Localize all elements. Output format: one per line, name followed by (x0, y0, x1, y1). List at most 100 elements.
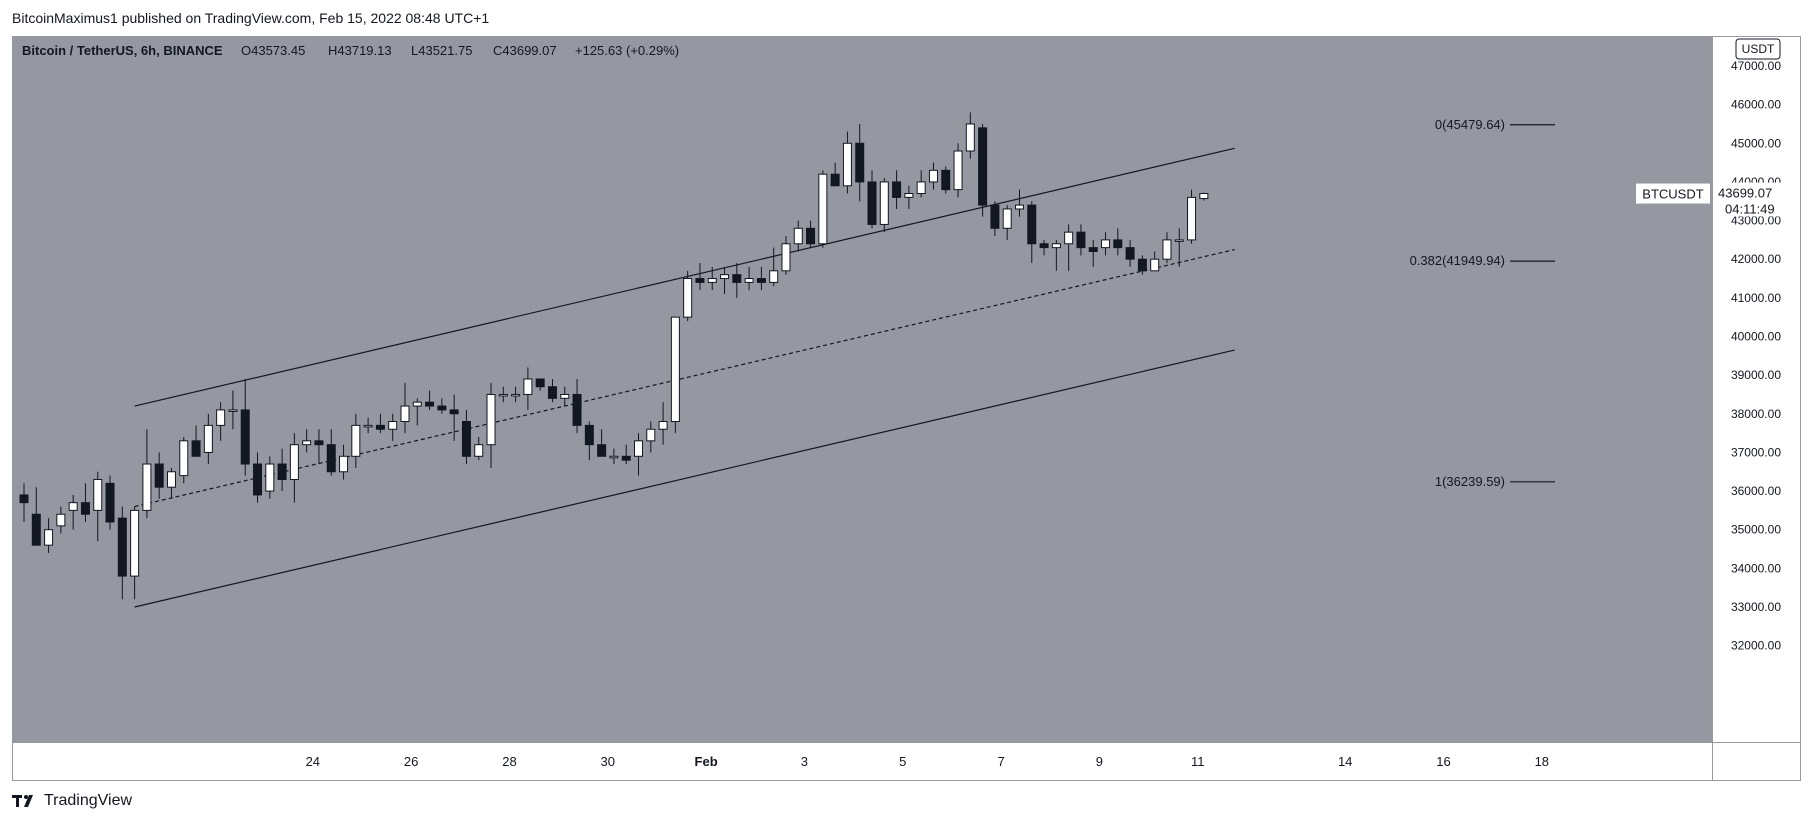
symbol-legend: Bitcoin / TetherUS, 6h, BINANCE O43573.4… (22, 43, 679, 58)
price-axis: 47000.0046000.0045000.0044000.0043000.00… (1731, 59, 1781, 653)
candle-body (1113, 239, 1123, 249)
candle-body (240, 409, 250, 465)
change-value: +125.63 (+0.29%) (575, 43, 679, 58)
candle-body (547, 386, 557, 399)
candle-body (142, 463, 152, 511)
candle-body (756, 278, 766, 283)
currency-badge[interactable]: USDT (1735, 38, 1781, 60)
candle-body (289, 444, 299, 480)
candle-body (1187, 196, 1197, 241)
candle-body (793, 227, 803, 245)
channel-top-line (134, 147, 1235, 407)
time-tick-label: 14 (1338, 754, 1352, 769)
candle-body (277, 463, 287, 480)
price-tick-label: 42000.00 (1731, 252, 1781, 266)
time-tick-label: 26 (404, 754, 418, 769)
time-tick-label: 9 (1096, 754, 1103, 769)
candle-body (916, 181, 926, 195)
candle-body (1174, 239, 1184, 242)
price-tick-label: 38000.00 (1731, 407, 1781, 421)
candle-body (166, 471, 176, 488)
candle-body (412, 401, 422, 407)
candle-body (19, 494, 29, 504)
tradingview-logo-icon (12, 795, 33, 807)
open-value: O43573.45 (241, 43, 305, 58)
candle-body (68, 502, 78, 511)
candle-body (1051, 243, 1061, 249)
candle-body (781, 243, 791, 272)
candle-body (670, 316, 680, 423)
candle-body (326, 444, 336, 473)
price-tick-label: 47000.00 (1731, 59, 1781, 73)
symbol-tag-box (1636, 183, 1710, 204)
candle-body (351, 424, 361, 457)
candle-body (388, 421, 398, 430)
time-tick-label: 7 (997, 754, 1004, 769)
last-price-tag: BTCUSDT 43699.07 04:11:49 (1636, 182, 1783, 217)
time-tick-label: 3 (801, 754, 808, 769)
candle-body (154, 463, 164, 488)
candle-body (400, 405, 410, 423)
candle-body (203, 424, 213, 453)
price-chart[interactable]: 0(45479.64) 0.382(41949.94) 1(36239.59) 47… (13, 37, 1800, 780)
price-tick-label: 45000.00 (1731, 136, 1781, 150)
candle-body (621, 455, 631, 461)
price-tick-label: 32000.00 (1731, 639, 1781, 653)
candle-body (523, 378, 533, 395)
candle-body (953, 150, 963, 191)
candle-body (1064, 231, 1074, 245)
candle-body (425, 401, 435, 407)
price-tick-label: 43000.00 (1731, 214, 1781, 228)
candle-body (1002, 208, 1012, 229)
time-tick-label: 18 (1535, 754, 1549, 769)
fib-level-label: 1(36239.59) (1435, 474, 1505, 489)
channel-bottom-line (134, 349, 1235, 608)
candle-body (1150, 258, 1160, 272)
candle-body (1101, 239, 1111, 249)
time-tick-label: 24 (306, 754, 320, 769)
symbol-tag-label: BTCUSDT (1642, 187, 1703, 202)
candle-body (941, 169, 951, 191)
price-tick-label: 33000.00 (1731, 600, 1781, 614)
candle-body (117, 517, 127, 577)
candle-body (1014, 204, 1024, 210)
price-tick-label: 36000.00 (1731, 484, 1781, 498)
candle-body (253, 463, 263, 496)
high-value: H43719.13 (328, 43, 392, 58)
candle-body (474, 444, 484, 457)
chart-lines-layer (134, 147, 1235, 608)
time-tick-label: 5 (899, 754, 906, 769)
candle-body (609, 455, 619, 459)
candle-body (302, 440, 312, 446)
candle-body (437, 405, 447, 411)
candle-body (732, 274, 742, 283)
candle-body (498, 393, 508, 397)
price-tick-label: 46000.00 (1731, 98, 1781, 112)
candle-body (806, 227, 816, 245)
candles-layer (19, 112, 1209, 600)
candle-body (830, 173, 840, 187)
candle-body (904, 193, 914, 198)
price-tick-label: 34000.00 (1731, 561, 1781, 575)
candle-body (990, 204, 1000, 229)
candle-body (928, 169, 938, 183)
publish-info: BitcoinMaximus1 published on TradingView… (12, 10, 490, 26)
candle-body (769, 270, 779, 283)
channel-mid-line (134, 248, 1235, 508)
candle-body (1076, 231, 1086, 249)
candle-body (584, 424, 594, 446)
currency-label: USDT (1742, 42, 1775, 56)
candle-body (1039, 243, 1049, 249)
close-value: C43699.07 (493, 43, 557, 58)
candle-body (646, 428, 656, 442)
candle-body (130, 509, 140, 577)
candle-body (978, 127, 988, 206)
candle-body (658, 421, 668, 430)
price-tick-label: 37000.00 (1731, 445, 1781, 459)
candle-body (707, 278, 717, 283)
candle-body (56, 513, 66, 527)
candle-body (449, 409, 459, 415)
candle-body (720, 274, 730, 280)
candle-body (634, 440, 643, 457)
price-tick-label: 41000.00 (1731, 291, 1781, 305)
